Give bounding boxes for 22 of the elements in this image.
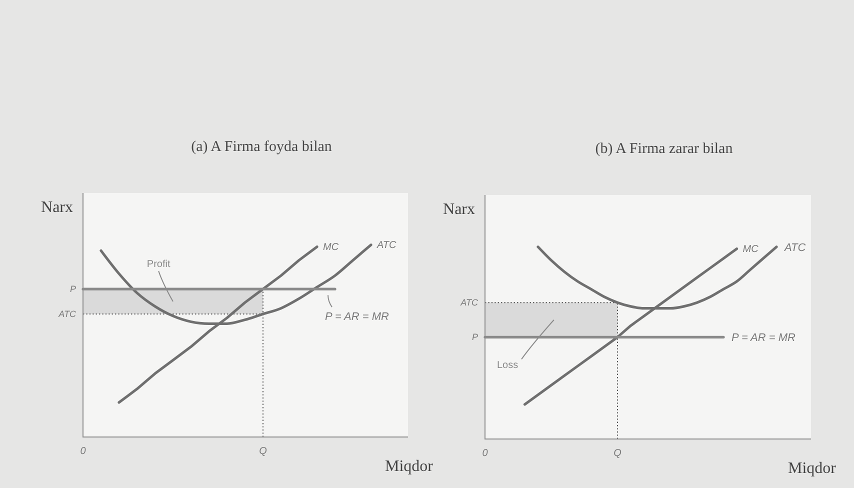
x-tick-label: 0 — [482, 448, 488, 459]
y-axis-title: Narx — [41, 199, 73, 216]
x-axis-title: Miqdor — [788, 460, 837, 477]
series-label: MC — [323, 242, 340, 253]
x-tick-label: 0 — [80, 446, 86, 457]
ref-line-label: ATC — [460, 298, 478, 308]
chart-title: (a) A Firma foyda bilan — [191, 139, 332, 155]
series-label: ATC — [376, 240, 398, 251]
legend-label: P = AR = MR — [325, 311, 390, 324]
x-tick-label: Q — [259, 446, 268, 457]
ref-line-label: ATC — [58, 309, 76, 320]
chart-title: (b) A Firma zarar bilan — [595, 141, 734, 157]
series-label: ATC — [784, 242, 806, 254]
band-label: Loss — [496, 360, 518, 372]
band-label: Profit — [146, 259, 170, 270]
x-axis-title: Miqdor — [385, 458, 434, 475]
annotation: P — [472, 332, 478, 342]
y-axis-title: Narx — [443, 201, 475, 218]
x-tick-label: Q — [614, 448, 622, 459]
annotation: P — [70, 284, 76, 294]
series-label: MC — [742, 244, 760, 255]
series-label: P = AR = MR — [732, 332, 796, 344]
